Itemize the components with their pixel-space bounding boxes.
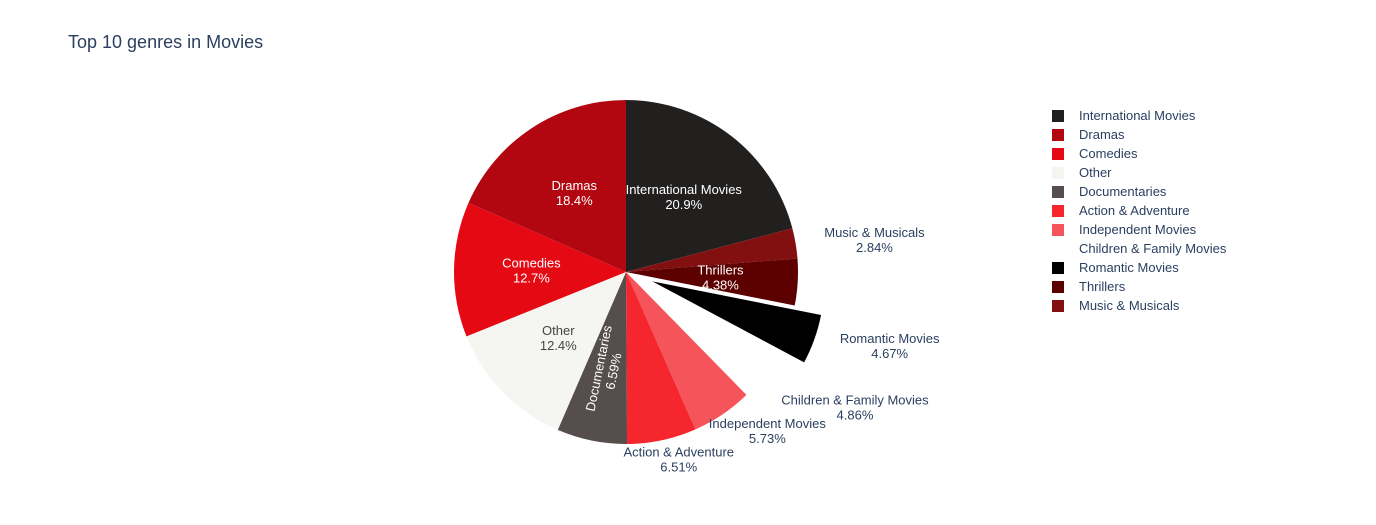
pie-slice-other[interactable]	[466, 272, 626, 430]
slice-label-children-and-family-movies: Children & Family Movies 4.86%	[781, 392, 929, 422]
legend-swatch	[1052, 204, 1064, 217]
slice-label-thrillers: Thrillers 4.38%	[697, 263, 744, 293]
legend-label: Comedies	[1079, 146, 1138, 161]
legend-label: Thrillers	[1079, 279, 1126, 294]
legend-item-children-and-family-movies[interactable]: Children & Family Movies	[1052, 239, 1226, 258]
legend-item-music-and-musicals[interactable]: Music & Musicals	[1052, 296, 1226, 315]
chart-title: Top 10 genres in Movies	[68, 32, 264, 52]
legend-item-international-movies[interactable]: International Movies	[1052, 106, 1226, 125]
legend-swatch	[1052, 242, 1064, 255]
legend-item-independent-movies[interactable]: Independent Movies	[1052, 220, 1226, 239]
legend-swatch	[1052, 166, 1064, 179]
pie-slice-independent-movies[interactable]	[626, 272, 747, 430]
pie-slice-children-and-family-movies[interactable]	[648, 288, 801, 413]
legend-label: Independent Movies	[1079, 222, 1197, 237]
legend-swatch	[1052, 109, 1064, 122]
pie-slice-comedies[interactable]	[454, 202, 626, 337]
legend-item-action-and-adventure[interactable]: Action & Adventure	[1052, 201, 1226, 220]
legend-label: Action & Adventure	[1079, 203, 1190, 218]
slice-label-romantic-movies: Romantic Movies 4.67%	[840, 331, 940, 361]
pie-slice-thrillers[interactable]	[626, 258, 798, 306]
legend-label: Children & Family Movies	[1079, 241, 1227, 256]
pie-slice-documentaries[interactable]	[557, 272, 628, 445]
legend[interactable]: International Movies Dramas Comedies Other D…	[1052, 106, 1226, 315]
legend-item-dramas[interactable]: Dramas	[1052, 125, 1226, 144]
pie-slice-international-movies[interactable]	[626, 100, 793, 272]
pie-slice-dramas[interactable]	[468, 100, 626, 272]
legend-item-comedies[interactable]: Comedies	[1052, 144, 1226, 163]
legend-item-thrillers[interactable]: Thrillers	[1052, 277, 1226, 296]
slice-label-independent-movies: Independent Movies 5.73%	[709, 416, 827, 446]
legend-label: Music & Musicals	[1079, 298, 1180, 313]
slice-label-other: Other 12.4%	[540, 323, 577, 353]
legend-label: Other	[1079, 165, 1112, 180]
legend-swatch	[1052, 223, 1064, 236]
slice-label-comedies: Comedies 12.7%	[502, 256, 561, 286]
legend-item-other[interactable]: Other	[1052, 163, 1226, 182]
pie-slice-action-and-adventure[interactable]	[626, 272, 696, 444]
slice-label-music-and-musicals: Music & Musicals 2.84%	[824, 225, 925, 255]
legend-item-romantic-movies[interactable]: Romantic Movies	[1052, 258, 1226, 277]
slice-label-action-and-adventure: Action & Adventure 6.51%	[623, 445, 734, 475]
slice-label-dramas: Dramas 18.4%	[552, 178, 598, 208]
legend-item-documentaries[interactable]: Documentaries	[1052, 182, 1226, 201]
slice-label-international-movies: International Movies 20.9%	[626, 182, 743, 212]
legend-swatch	[1052, 299, 1064, 312]
legend-swatch	[1052, 261, 1064, 274]
pie-slice-music-and-musicals[interactable]	[626, 228, 798, 272]
pie-slice-romantic-movies[interactable]	[652, 281, 822, 363]
legend-swatch	[1052, 185, 1064, 198]
legend-label: International Movies	[1079, 108, 1196, 123]
legend-label: Documentaries	[1079, 184, 1167, 199]
legend-swatch	[1052, 147, 1064, 160]
legend-swatch	[1052, 128, 1064, 141]
legend-label: Dramas	[1079, 127, 1125, 142]
legend-swatch	[1052, 280, 1064, 293]
legend-label: Romantic Movies	[1079, 260, 1179, 275]
